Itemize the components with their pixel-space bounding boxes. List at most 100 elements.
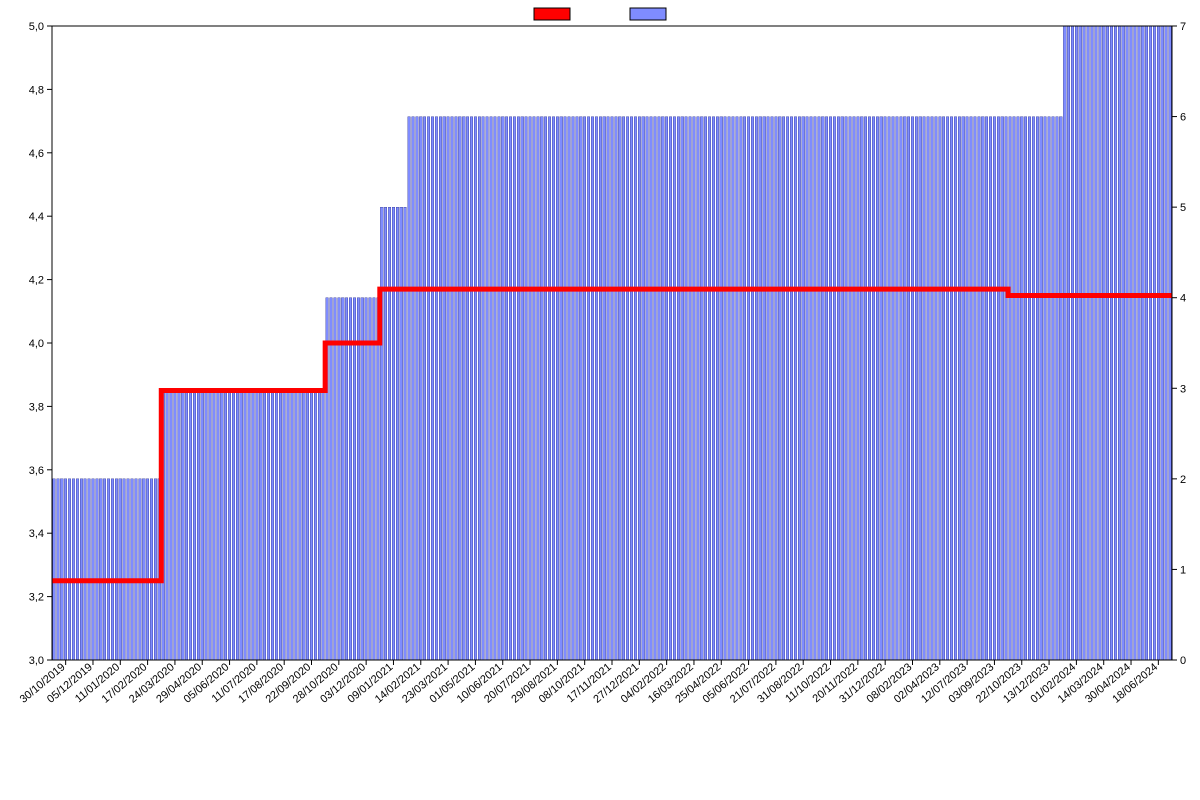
bar: [377, 298, 380, 660]
bar: [622, 117, 625, 660]
bar: [767, 117, 770, 660]
bar: [864, 117, 867, 660]
bar: [1044, 117, 1047, 660]
bar: [728, 117, 731, 660]
bar: [540, 117, 543, 660]
bar: [1145, 26, 1148, 660]
bar: [431, 117, 434, 660]
bar: [1020, 117, 1023, 660]
bar: [310, 388, 313, 660]
bar: [915, 117, 918, 660]
bar: [88, 479, 91, 660]
bar: [283, 388, 286, 660]
bar: [634, 117, 637, 660]
bar: [521, 117, 524, 660]
bar: [607, 117, 610, 660]
bar: [443, 117, 446, 660]
bar: [896, 117, 899, 660]
bar: [1024, 117, 1027, 660]
bar: [53, 479, 56, 660]
bar: [743, 117, 746, 660]
bar: [470, 117, 473, 660]
bar: [119, 479, 122, 660]
bar: [888, 117, 891, 660]
bar: [868, 117, 871, 660]
bar: [384, 207, 387, 660]
bar: [154, 479, 157, 660]
dual-axis-chart: 3,03,23,43,63,84,04,24,44,64,85,00123456…: [0, 0, 1200, 800]
bar: [900, 117, 903, 660]
bar: [232, 388, 235, 660]
bar: [1063, 26, 1066, 660]
bar: [435, 117, 438, 660]
bar: [201, 388, 204, 660]
bar: [451, 117, 454, 660]
bar: [466, 117, 469, 660]
y-right-tick-label: 1: [1180, 564, 1186, 576]
bar: [939, 117, 942, 660]
bar: [123, 479, 126, 660]
bar: [474, 117, 477, 660]
bar: [782, 117, 785, 660]
bar: [427, 117, 430, 660]
bar: [111, 479, 114, 660]
bar: [236, 388, 239, 660]
bar: [228, 388, 231, 660]
bar: [455, 117, 458, 660]
bar: [259, 388, 262, 660]
bar: [919, 117, 922, 660]
bar: [217, 388, 220, 660]
bar: [80, 479, 83, 660]
y-right-tick-label: 6: [1180, 112, 1186, 124]
bar: [92, 479, 95, 660]
bar: [1013, 117, 1016, 660]
bar: [654, 117, 657, 660]
bar: [1149, 26, 1152, 660]
bar: [978, 117, 981, 660]
bar: [509, 117, 512, 660]
bar: [365, 298, 368, 660]
bar: [1138, 26, 1141, 660]
bar: [439, 117, 442, 660]
bar: [650, 117, 653, 660]
bar: [755, 117, 758, 660]
bar: [142, 479, 145, 660]
bar: [373, 298, 376, 660]
bar: [638, 117, 641, 660]
bar: [1099, 26, 1102, 660]
bar: [642, 117, 645, 660]
bar: [135, 479, 138, 660]
bar: [447, 117, 450, 660]
bar: [166, 388, 169, 660]
bar: [821, 117, 824, 660]
y-right-tick-label: 7: [1180, 21, 1186, 33]
bar: [338, 298, 341, 660]
bar: [993, 117, 996, 660]
bar: [423, 117, 426, 660]
bar: [837, 117, 840, 660]
bar: [806, 117, 809, 660]
bar: [263, 388, 266, 660]
bar: [349, 298, 352, 660]
bar: [568, 117, 571, 660]
bar: [388, 207, 391, 660]
bar: [291, 388, 294, 660]
bar: [786, 117, 789, 660]
bar: [763, 117, 766, 660]
bar: [579, 117, 582, 660]
bar: [1102, 26, 1105, 660]
bar: [880, 117, 883, 660]
bar: [747, 117, 750, 660]
bar: [907, 117, 910, 660]
bar: [209, 388, 212, 660]
bar: [462, 117, 465, 660]
bar: [595, 117, 598, 660]
y-left-tick-label: 4,2: [29, 275, 44, 287]
bar: [306, 388, 309, 660]
bar: [751, 117, 754, 660]
series-blue-swatch: [630, 8, 666, 20]
bar: [697, 117, 700, 660]
bar: [248, 388, 251, 660]
bar: [76, 479, 79, 660]
bar: [1153, 26, 1156, 660]
